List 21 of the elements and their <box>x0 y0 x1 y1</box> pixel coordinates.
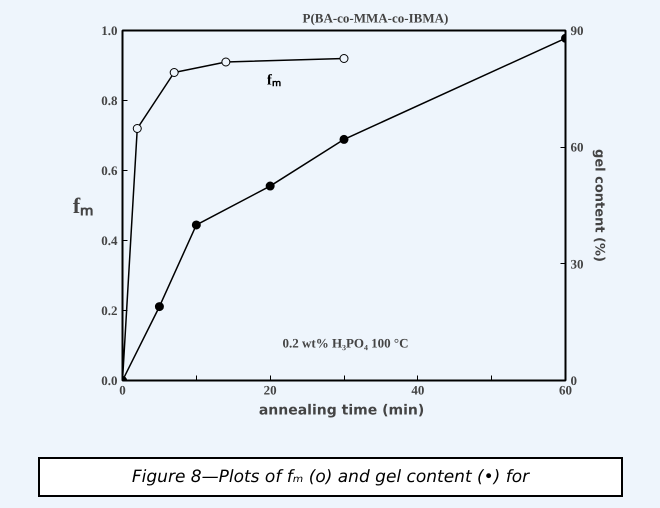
y2-tick-label: 30 <box>570 256 584 272</box>
y2-axis-title: gel content (%) <box>592 149 606 262</box>
y-tick-label: 0.4 <box>101 233 118 248</box>
chart-title: P(BA-co-MMA-co-IBMA) <box>302 10 448 26</box>
y-tick-label: 1.0 <box>101 23 118 38</box>
annotation: 0.2 wt% H₃PO₄ 100 °C <box>282 336 409 350</box>
y-tick-label: 0.2 <box>101 303 118 318</box>
y2-tick-label: 90 <box>570 23 584 38</box>
x-axis-title: annealing time (min) <box>258 402 424 418</box>
y-tick-label: 0.0 <box>101 373 118 388</box>
y2-tick-label: 0 <box>570 373 577 388</box>
y-axis-title: fₘ <box>72 193 94 218</box>
x-tick-label: 60 <box>559 382 572 398</box>
y-tick-label: 0.8 <box>101 93 118 108</box>
x-tick-label: 40 <box>411 382 424 398</box>
y-tick-label: 0.6 <box>101 163 118 178</box>
series-label: fₘ <box>266 72 281 88</box>
x-tick-label: 0 <box>119 382 126 398</box>
y2-tick-label: 60 <box>570 140 584 155</box>
caption: Figure 8—Plots of fₘ (o) and gel content (•) for <box>132 466 530 489</box>
x-tick-label: 20 <box>264 382 277 398</box>
